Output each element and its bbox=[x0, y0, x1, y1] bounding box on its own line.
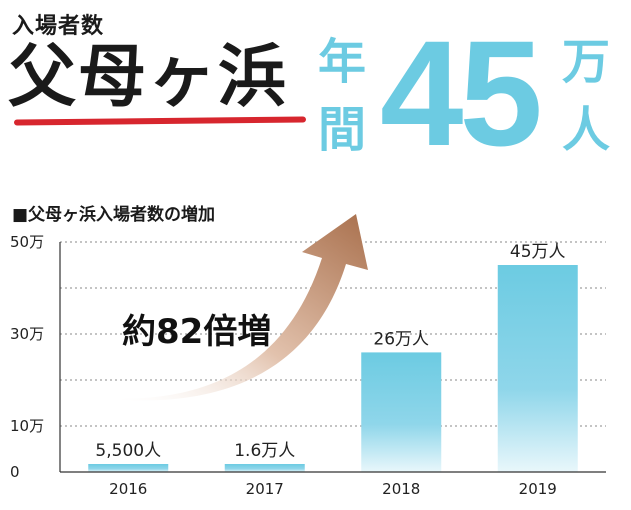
x-tick-label: 2019 bbox=[519, 480, 557, 498]
x-tick-label: 2016 bbox=[109, 480, 147, 498]
chart-title: ■父母ヶ浜入場者数の増加 bbox=[12, 205, 216, 225]
value-label: 26万人 bbox=[373, 329, 429, 349]
y-tick-label: 50万 bbox=[10, 233, 44, 251]
stat-prefix-period: 間 bbox=[318, 102, 367, 158]
value-label: 1.6万人 bbox=[234, 441, 295, 461]
value-label: 45万人 bbox=[510, 242, 566, 262]
y-tick-label: 30万 bbox=[10, 325, 44, 343]
bar-2016 bbox=[88, 464, 169, 472]
growth-arrow bbox=[100, 214, 368, 401]
bar-2018 bbox=[361, 352, 442, 472]
bar-2017 bbox=[224, 464, 305, 472]
visitor-count-label: 入場者数 bbox=[12, 14, 105, 39]
stat-unit-man: 万 bbox=[562, 34, 611, 90]
y-tick-label: 10万 bbox=[10, 417, 44, 435]
y-tick-label: 0 bbox=[10, 463, 20, 481]
x-tick-label: 2017 bbox=[246, 480, 284, 498]
x-tick-label: 2018 bbox=[382, 480, 420, 498]
value-label: 5,500人 bbox=[95, 441, 161, 461]
stat-number: 45 bbox=[380, 9, 543, 177]
bar-2019 bbox=[497, 265, 578, 472]
stat-prefix-year: 年 bbox=[318, 34, 367, 90]
growth-annotation: 約82倍増 bbox=[122, 312, 272, 352]
stat-unit-nin: 人 bbox=[562, 102, 611, 158]
growth-arrow-shape bbox=[100, 214, 368, 401]
place-name: 父母ヶ浜 bbox=[8, 38, 289, 117]
